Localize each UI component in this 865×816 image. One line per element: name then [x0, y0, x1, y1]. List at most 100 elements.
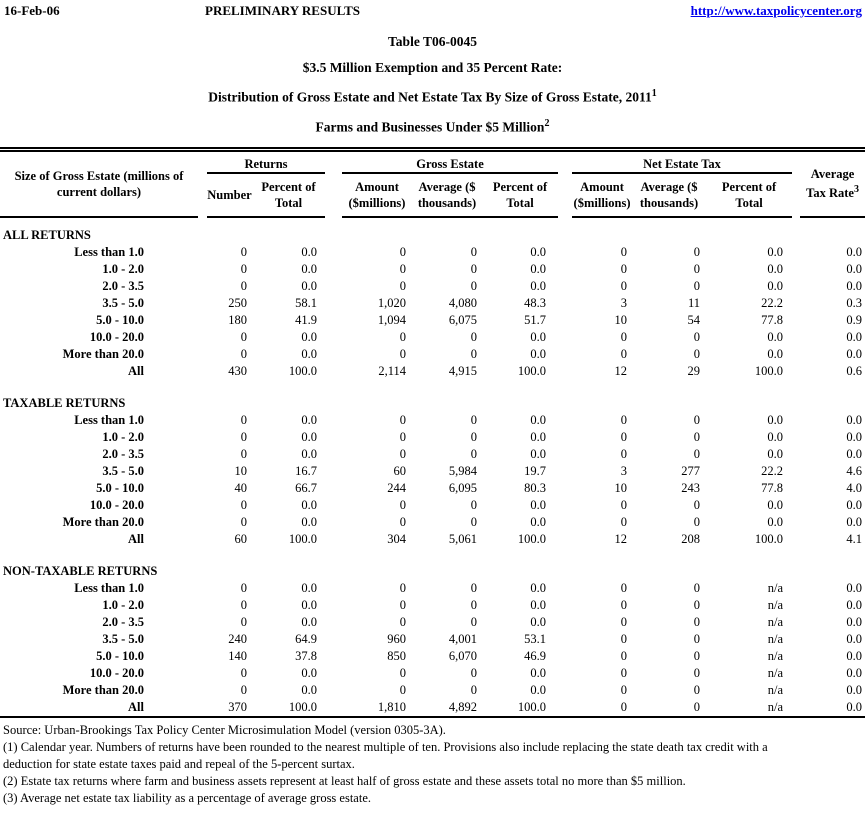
table-row: 3.5 - 5.0 10 16.7 60 5,984 19.7 3 277 22.2 4.6: [0, 463, 865, 480]
section-row: NON-TAXABLE RETURNS: [0, 563, 865, 580]
source-note: Source: Urban-Brookings Tax Policy Cente…: [3, 723, 446, 737]
table-cell: 0: [620, 498, 628, 512]
column-gutter: [198, 665, 207, 682]
table-cell: 0: [693, 515, 701, 529]
row-label: 1.0 - 2.0: [102, 598, 144, 612]
table-cell: 0.0: [846, 413, 863, 427]
column-gutter: [792, 699, 800, 717]
table-cell: 0: [240, 413, 247, 427]
column-gutter: [558, 480, 572, 497]
estate-tax-table: Size of Gross Estate (millions of curren…: [0, 147, 865, 718]
column-gutter: [325, 446, 342, 463]
table-row: 1.0 - 2.0 0 0.0 0 0 0.0 0 0 n/a 0.0: [0, 597, 865, 614]
table-cell: 46.9: [524, 649, 547, 663]
returns-percent-header: Percent of Total: [252, 173, 325, 218]
row-label: More than 20.0: [62, 347, 144, 361]
footnotes: Source: Urban-Brookings Tax Policy Cente…: [0, 722, 865, 807]
table-cell: 140: [228, 649, 247, 663]
table-cell: 0.0: [846, 615, 863, 629]
table-cell: 0.0: [301, 430, 317, 444]
table-cell: 60: [393, 464, 407, 478]
table-cell: 0.0: [767, 498, 784, 512]
column-gutter: [558, 312, 572, 329]
table-cell: 0: [620, 262, 628, 276]
table-cell: 0: [399, 262, 406, 276]
table-cell: 0: [470, 498, 477, 512]
table-cell: 0: [399, 330, 406, 344]
column-gutter: [198, 278, 207, 295]
table-cell: 0.0: [767, 330, 784, 344]
column-gutter: [558, 412, 572, 429]
table-cell: 0.0: [301, 683, 317, 697]
column-gutter: [558, 597, 572, 614]
table-row: 2.0 - 3.5 0 0.0 0 0 0.0 0 0 0.0 0.0: [0, 446, 865, 463]
column-gutter: [792, 648, 800, 665]
table-body: ALL RETURNS Less than 1.0 0 0.0 0 0 0.0 0 0 0.0 0.…: [0, 217, 865, 717]
row-label: Less than 1.0: [74, 413, 144, 427]
table-cell: 430: [228, 364, 247, 378]
table-cell: 0: [470, 330, 477, 344]
table-cell: 0.0: [767, 245, 784, 259]
table-cell: n/a: [767, 598, 784, 612]
column-gutter: [792, 278, 800, 295]
table-cell: 80.3: [524, 481, 547, 495]
gross-estate-percent-header: Percent of Total: [482, 173, 559, 218]
table-cell: 0.0: [301, 279, 317, 293]
table-cell: 37.8: [295, 649, 317, 663]
table-cell: 1,020: [377, 296, 406, 310]
column-gutter: [198, 312, 207, 329]
table-cell: 0.0: [767, 447, 784, 461]
table-cell: 0: [620, 515, 628, 529]
column-gutter: [792, 514, 800, 531]
table-cell: 0: [470, 581, 477, 595]
column-gutter: [792, 363, 800, 380]
table-cell: 0.0: [530, 683, 547, 697]
table-cell: 0: [693, 615, 701, 629]
column-gutter: [792, 312, 800, 329]
column-gutter: [792, 497, 800, 514]
table-cell: 0.0: [767, 279, 784, 293]
table-cell: 40: [234, 481, 248, 495]
column-gutter: [558, 665, 572, 682]
column-gutter: [198, 363, 207, 380]
table-cell: 58.1: [295, 296, 317, 310]
column-gutter: [325, 480, 342, 497]
table-row: 10.0 - 20.0 0 0.0 0 0 0.0 0 0 n/a 0.0: [0, 665, 865, 682]
column-gutter: [325, 531, 342, 548]
net-tax-average-header: Average ($ thousands): [632, 173, 707, 218]
column-gutter: [792, 244, 800, 261]
gross-estate-average-header: Average ($ thousands): [412, 173, 482, 218]
table-cell: 0: [693, 598, 701, 612]
table-cell: 6,075: [448, 313, 477, 327]
column-gutter: [325, 346, 342, 363]
row-label: 10.0 - 20.0: [89, 666, 144, 680]
table-cell: 0: [470, 666, 477, 680]
table-cell: 0.0: [530, 666, 547, 680]
table-cell: 0.0: [301, 262, 317, 276]
table-cell: 0: [470, 262, 477, 276]
table-cell: 0: [620, 581, 628, 595]
table-cell: 0: [620, 615, 628, 629]
table-cell: 0: [399, 683, 406, 697]
table-cell: 0: [240, 666, 247, 680]
table-cell: 304: [387, 532, 406, 546]
table-row: All 60 100.0 304 5,061 100.0 12 208 100.0 4.1: [0, 531, 865, 548]
table-cell: 960: [387, 632, 406, 646]
table-row: 1.0 - 2.0 0 0.0 0 0 0.0 0 0 0.0 0.0: [0, 429, 865, 446]
taxpolicycenter-link[interactable]: http://www.taxpolicycenter.org: [690, 3, 862, 18]
table-cell: 0.0: [530, 615, 547, 629]
column-gutter: [198, 463, 207, 480]
table-cell: 100.0: [754, 532, 784, 546]
table-cell: 0: [240, 581, 247, 595]
section-header: ALL RETURNS: [3, 228, 91, 242]
column-gutter: [198, 261, 207, 278]
table-row: Less than 1.0 0 0.0 0 0 0.0 0 0 0.0 0.0: [0, 244, 865, 261]
table-cell: 0: [693, 430, 701, 444]
column-gutter: [325, 514, 342, 531]
table-row: Less than 1.0 0 0.0 0 0 0.0 0 0 0.0 0.0: [0, 412, 865, 429]
column-gutter: [558, 699, 572, 717]
column-gutter: [325, 497, 342, 514]
table-row: More than 20.0 0 0.0 0 0 0.0 0 0 0.0 0.0: [0, 514, 865, 531]
table-cell: 0: [470, 347, 477, 361]
table-cell: 0.0: [301, 447, 317, 461]
